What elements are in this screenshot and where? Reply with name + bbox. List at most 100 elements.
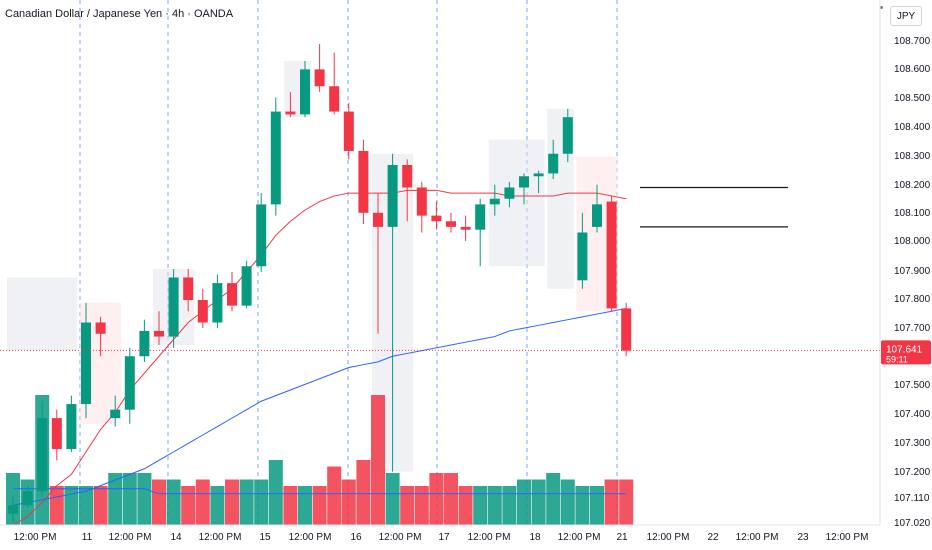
candle-body <box>606 201 617 309</box>
candle-body <box>489 198 500 205</box>
volume-bar <box>604 479 619 525</box>
candle-body <box>504 187 515 199</box>
candle-body <box>95 322 106 334</box>
volume-bar <box>502 486 517 525</box>
candle-body <box>577 232 588 281</box>
price-tick-label: 107.700 <box>894 323 931 334</box>
volume-bar <box>429 473 444 525</box>
candle-body <box>519 176 529 188</box>
candle-body <box>8 505 18 514</box>
price-tag-value: 107.641 <box>886 344 923 355</box>
candle-body <box>270 111 281 205</box>
volume-bar <box>575 486 590 525</box>
volume-bar <box>152 479 166 525</box>
candle-body <box>300 69 310 115</box>
volume-bar <box>195 479 210 525</box>
time-tick-label: 18 <box>529 532 541 543</box>
volume-bar <box>64 486 79 525</box>
currency-button[interactable]: JPY <box>890 6 922 26</box>
candle-body <box>51 418 62 450</box>
price-tick-label: 107.200 <box>894 467 931 478</box>
volume-bar <box>531 479 546 525</box>
candle-body <box>431 215 442 222</box>
volume-bar <box>458 486 473 525</box>
candle-body <box>212 283 223 323</box>
volume-bar <box>283 486 298 525</box>
highlight-zone <box>7 277 78 351</box>
candle-body <box>358 150 369 213</box>
volume-bar <box>560 479 575 525</box>
volume-bar <box>312 486 327 525</box>
horizontal-levels <box>0 186 880 351</box>
candle-body <box>197 300 208 323</box>
volume-bar <box>93 486 108 525</box>
candle-body <box>124 356 135 410</box>
time-tick-label: 12:00 PM <box>647 532 690 543</box>
time-tick-label: 21 <box>616 532 628 543</box>
candle-body <box>22 491 33 506</box>
price-tick-label: 107.300 <box>894 438 931 449</box>
volume-bar <box>444 473 458 525</box>
candle-body <box>460 226 471 230</box>
time-tick-label: 22 <box>707 532 719 543</box>
candle-body <box>343 111 354 151</box>
candle-body <box>592 204 602 227</box>
candle-body <box>154 330 164 337</box>
volume-bar <box>79 486 93 525</box>
time-tick-label: 16 <box>350 532 362 543</box>
volume-bar <box>268 460 283 525</box>
volume-bar <box>546 473 561 525</box>
volume-bar <box>298 486 312 525</box>
time-tick-label: 12:00 PM <box>379 532 422 543</box>
volume-bar <box>590 486 604 525</box>
candle-body <box>373 212 383 227</box>
volume-bar <box>371 395 385 525</box>
price-tick-label: 108.600 <box>894 64 931 75</box>
time-tick-label: 14 <box>170 532 182 543</box>
time-tick-label: 12:00 PM <box>289 532 332 543</box>
volume-bar <box>254 479 269 525</box>
price-tick-label: 107.020 <box>894 518 931 529</box>
volume-bar <box>181 486 196 525</box>
time-tick-label: 12:00 PM <box>109 532 152 543</box>
candle-body <box>314 69 325 87</box>
volume-bar <box>327 466 342 525</box>
price-tick-label: 108.400 <box>894 122 931 133</box>
time-tick-label: 15 <box>259 532 271 543</box>
candle-body <box>562 117 573 154</box>
volume-bar <box>341 479 356 525</box>
candle-body <box>66 404 77 450</box>
candle-body <box>416 187 427 216</box>
time-tick-label: 12:00 PM <box>14 532 57 543</box>
volume-bar <box>137 473 152 525</box>
time-tick-label: 12:00 PM <box>736 532 779 543</box>
price-tick-label: 108.700 <box>894 36 931 47</box>
price-tick-label: 108.200 <box>894 180 931 191</box>
more-dot-icon[interactable] <box>880 6 883 9</box>
candle-body <box>256 204 267 267</box>
volume-bar <box>400 486 415 525</box>
price-tick-label: 107.900 <box>894 266 931 277</box>
candle-body <box>621 308 632 351</box>
candle-body <box>110 409 121 419</box>
price-tick-label: 107.800 <box>894 294 931 305</box>
price-tick-label: 108.500 <box>894 93 931 104</box>
volume-bar <box>414 486 429 525</box>
candle-body <box>241 266 252 306</box>
candle-body <box>402 165 413 188</box>
time-tick-label: 11 <box>82 532 93 543</box>
highlight-zones <box>7 60 618 472</box>
candle-body <box>475 204 486 230</box>
price-tick-label: 107.500 <box>894 380 931 391</box>
volume-bar <box>517 479 531 525</box>
time-tick-label: 17 <box>438 532 450 543</box>
volume-bar <box>356 460 371 525</box>
candle-body <box>285 111 296 115</box>
price-axis: 108.700 108.600 108.500 108.400 108.300 108.2… <box>879 0 931 529</box>
volume-bar <box>225 479 239 525</box>
volume-bar <box>108 473 123 525</box>
time-tick-label: 12:00 PM <box>468 532 511 543</box>
time-tick-label: 23 <box>797 532 809 543</box>
